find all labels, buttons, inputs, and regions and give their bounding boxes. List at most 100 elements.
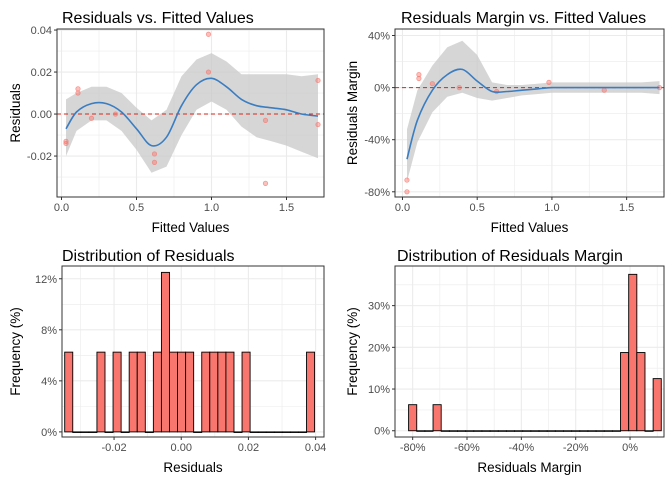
histogram-bar [481, 430, 491, 432]
chart-panel-2: 0.0 0.5 1.0 1.5 -80% -40% 0% 40% Residuals Margi… [345, 10, 665, 235]
histogram-bar [505, 430, 516, 432]
histogram-bar [457, 430, 467, 432]
plot-area [408, 273, 662, 432]
x-axis-label: Residuals [163, 460, 223, 475]
y-tick-label: -80% [364, 187, 390, 199]
histogram-bar [306, 351, 316, 433]
y-tick-label: 30% [368, 301, 390, 313]
data-point [315, 77, 321, 84]
x-tick-label: 0.02 [238, 442, 259, 454]
smooth-trend-line [65, 77, 319, 147]
y-tick-label: 0% [374, 83, 390, 95]
chart-title: Residuals Margin vs. Fitted Values [401, 10, 646, 27]
data-point [601, 87, 607, 93]
histogram-bar [120, 431, 130, 433]
histogram-bar [424, 430, 434, 432]
histogram-bar [563, 430, 573, 432]
smooth-trend-line [406, 68, 660, 160]
x-tick-label: -20% [563, 442, 589, 454]
histogram-bar [64, 351, 74, 433]
y-tick-label: 4% [41, 376, 57, 388]
data-point [151, 159, 158, 165]
panel-background [395, 29, 664, 197]
panel-border [394, 265, 665, 438]
histogram-bar [257, 431, 267, 433]
x-axis-label: Fitted Values [152, 220, 230, 235]
x-tick-label: 1.5 [619, 202, 634, 214]
histogram-bar [241, 351, 251, 433]
data-point [404, 189, 410, 195]
y-tick-label: 0% [374, 426, 390, 438]
histogram-bar [628, 273, 638, 432]
histogram-bar [185, 351, 195, 433]
data-point [262, 117, 269, 123]
data-point [151, 151, 158, 157]
histogram-bar [80, 431, 90, 433]
histogram-bar [620, 352, 630, 432]
data-point [75, 86, 81, 92]
histogram-bar [636, 352, 646, 432]
histogram-bar [96, 351, 106, 433]
data-point [205, 69, 212, 75]
x-axis-label: Residuals Margin [477, 460, 581, 475]
confidence-ribbon [66, 53, 318, 173]
panel-border [56, 28, 325, 198]
x-tick-label: 1.5 [279, 202, 294, 214]
histogram-bar [497, 430, 507, 432]
histogram-bar [440, 430, 450, 432]
chart-panel-1: 0.0 0.5 1.0 1.5 -0.02 0.00 0.02 0.04 Residuals v… [8, 10, 325, 235]
confidence-ribbon [407, 40, 660, 182]
x-tick-label: -40% [509, 442, 535, 454]
histogram-bar [289, 431, 299, 433]
x-tick-label: 0% [622, 442, 638, 454]
histogram-bar [611, 430, 621, 432]
x-tick-label: 0.0 [54, 202, 69, 214]
histogram-bar [193, 431, 203, 433]
y-tick-label: 0.02 [31, 67, 52, 79]
y-tick-label: 10% [368, 384, 390, 396]
histogram-bar [538, 430, 548, 432]
histogram-bar [522, 430, 532, 432]
histogram-bar [408, 404, 418, 432]
data-point [416, 71, 422, 78]
y-tick-label: 0.04 [31, 25, 52, 37]
x-tick-label: 0.5 [470, 202, 485, 214]
y-axis-label: Frequency (%) [8, 307, 23, 396]
histogram-bar [112, 351, 122, 433]
y-tick-label: -40% [364, 135, 390, 147]
x-tick-label: 1.0 [544, 202, 559, 214]
x-tick-label: -80% [400, 442, 426, 454]
histogram-bar [160, 271, 170, 433]
data-point [315, 121, 321, 128]
histogram-bar [432, 404, 442, 432]
histogram-bar [465, 430, 475, 432]
data-point [75, 90, 81, 96]
histogram-bar [217, 351, 227, 433]
y-tick-label: 40% [368, 31, 390, 43]
data-point [63, 140, 69, 147]
histogram-bar [448, 430, 458, 432]
histogram-bar [514, 430, 524, 432]
y-axis-label: Frequency (%) [345, 307, 360, 396]
histogram-bar [233, 431, 243, 433]
data-point [546, 79, 552, 85]
histogram-bar [152, 351, 162, 433]
histogram-bar [489, 430, 499, 432]
histogram-bar [652, 378, 662, 432]
chart-title: Distribution of Residuals Margin [397, 248, 623, 265]
y-tick-label: 0.00 [31, 109, 52, 121]
histogram-bar [136, 351, 146, 433]
histogram-bar [104, 431, 114, 433]
histogram-bar [72, 431, 82, 433]
plot-area [395, 40, 664, 195]
histogram-bar [225, 351, 235, 433]
data-point [88, 115, 95, 121]
data-point [429, 81, 435, 87]
histogram-bar [546, 430, 556, 432]
histogram-bar [644, 430, 654, 432]
plot-area [57, 31, 324, 186]
histogram-bar [249, 431, 259, 433]
panel-border [61, 265, 325, 438]
x-axis-label: Fitted Values [491, 220, 569, 235]
